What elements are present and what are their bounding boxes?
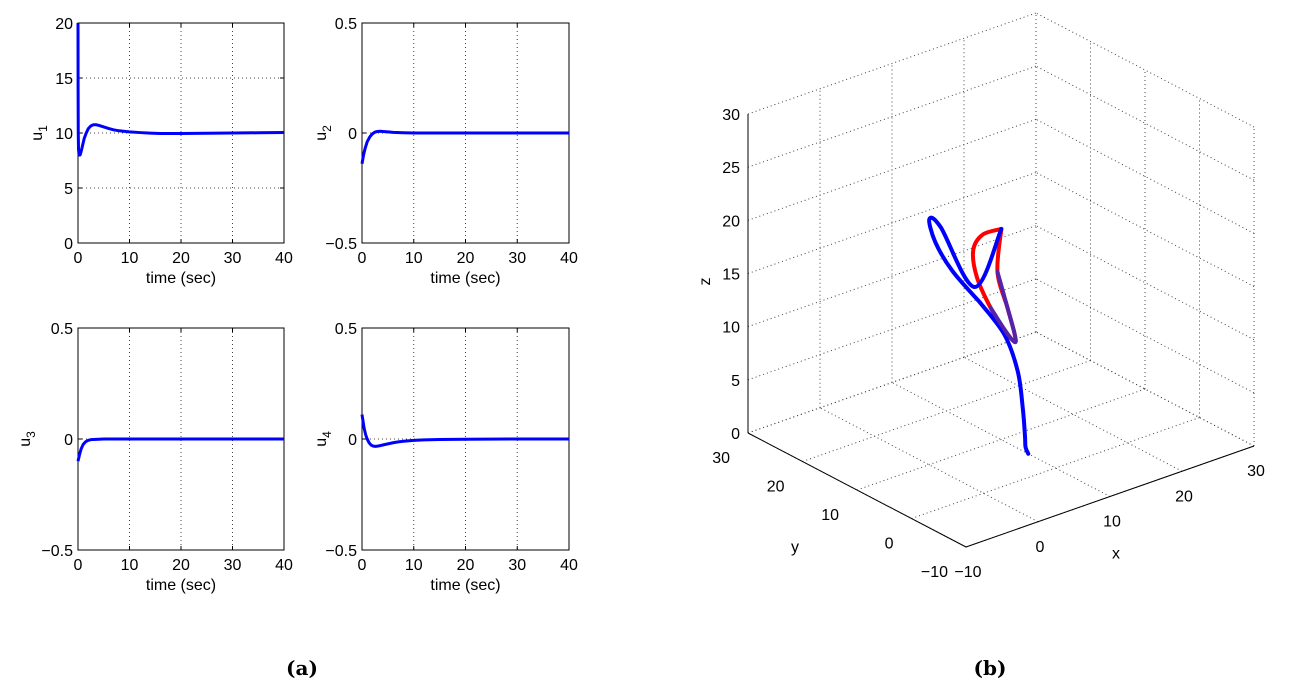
y-tick-label: 10 <box>821 507 839 524</box>
x-tick-label: 10 <box>405 250 423 267</box>
y-axis-label: y <box>791 539 799 556</box>
y-axis-line <box>747 432 967 548</box>
x-tick-label: 0 <box>74 557 83 574</box>
x-tick-label: 30 <box>508 557 526 574</box>
trajectory-3 <box>988 270 1018 345</box>
z-tick-label: 15 <box>722 267 740 284</box>
series-line-u4 <box>360 414 569 448</box>
subplot-u1: 0 10 20 30 40 0 5 10 15 20 time (sec) u1 <box>29 16 293 287</box>
y-tick-label: −0.5 <box>41 543 73 560</box>
z-tick-label: 25 <box>722 160 740 177</box>
y-axis-label: u2 <box>313 125 334 141</box>
y-tick-label: 0 <box>64 236 73 253</box>
grid-line <box>1035 225 1255 341</box>
x-tick-label: 30 <box>224 557 242 574</box>
grid-line <box>747 65 1037 168</box>
x-tick-label: 10 <box>121 250 139 267</box>
z-tick-label: 0 <box>731 426 740 443</box>
grid-line <box>747 12 1037 115</box>
grid-line <box>747 225 1037 328</box>
z-tick-label: 5 <box>731 373 740 390</box>
x-axis-label: time (sec) <box>146 577 216 594</box>
x-axis-label: time (sec) <box>146 270 216 287</box>
x-tick-label: 20 <box>457 557 475 574</box>
y-tick-label: −0.5 <box>325 543 357 560</box>
caption-b: (b) <box>974 656 1007 680</box>
x-axis-line <box>965 445 1255 548</box>
y-tick-label: 0 <box>348 126 357 143</box>
x-axis-label: time (sec) <box>430 577 500 594</box>
z-axis-label: z <box>697 278 714 286</box>
z-tick-label: 20 <box>722 213 740 230</box>
grid-line <box>747 118 1037 221</box>
y-axis-label: u1 <box>29 125 50 141</box>
y-axis-label: u4 <box>313 431 334 447</box>
x-tick-label: 0 <box>74 250 83 267</box>
y-tick-label: 0 <box>348 432 357 449</box>
x-tick-label: 20 <box>457 250 475 267</box>
y-tick-label: 15 <box>55 71 73 88</box>
x-tick-label: 20 <box>172 557 190 574</box>
x-tick-label: 30 <box>1247 463 1265 480</box>
series-line-u1 <box>76 22 285 157</box>
x-tick-label: 20 <box>1175 488 1193 505</box>
y-tick-label: 10 <box>55 126 73 143</box>
x-axis-label: time (sec) <box>430 270 500 287</box>
grid-line <box>747 331 1037 434</box>
y-tick-label: 20 <box>767 479 785 496</box>
caption-a: (a) <box>286 656 318 680</box>
grid-line <box>911 417 1200 519</box>
x-tick-label: 10 <box>405 557 423 574</box>
grid-line <box>856 388 1146 491</box>
y-tick-label: −10 <box>921 564 948 581</box>
x-tick-label: 0 <box>358 557 367 574</box>
series-line-u2 <box>360 129 569 165</box>
grid-line <box>747 172 1037 274</box>
grid-line <box>1035 12 1255 128</box>
z-tick-label: 10 <box>722 320 740 337</box>
y-axis-label: u3 <box>17 431 38 447</box>
x-tick-label: 0 <box>358 250 367 267</box>
grid-line <box>1035 278 1255 394</box>
grid-line <box>1035 65 1255 181</box>
x-tick-label: 0 <box>1036 539 1045 556</box>
z-tick-label: 30 <box>722 107 740 124</box>
trajectory-1 <box>977 300 1031 456</box>
trajectory-2 <box>927 215 1004 305</box>
x-tick-label: 30 <box>224 250 242 267</box>
y-tick-label: 0 <box>885 536 894 553</box>
x-axis-label: x <box>1112 546 1120 563</box>
x-tick-label: 40 <box>275 557 293 574</box>
x-tick-label: 10 <box>1103 514 1121 531</box>
series-line-u3 <box>76 437 284 462</box>
x-tick-label: 40 <box>275 250 293 267</box>
y-tick-label: 30 <box>712 450 730 467</box>
y-tick-label: 0.5 <box>51 321 73 338</box>
x-tick-label: 40 <box>560 250 578 267</box>
x-tick-label: 30 <box>508 250 526 267</box>
grid-line <box>802 360 1091 462</box>
x-tick-label: −10 <box>954 564 981 581</box>
y-tick-label: 0.5 <box>335 16 357 33</box>
x-tick-label: 40 <box>560 557 578 574</box>
x-tick-label: 10 <box>121 557 139 574</box>
grid-line <box>1035 172 1255 287</box>
grid-line <box>747 278 1037 381</box>
subplots-a: 0 10 20 30 40 0 5 10 15 20 time (sec) u1 0 10 20 30 40 −0… <box>17 16 578 594</box>
y-tick-label: 5 <box>64 181 73 198</box>
y-tick-label: −0.5 <box>325 236 357 253</box>
y-tick-label: 0.5 <box>335 321 357 338</box>
y-tick-label: 0 <box>64 432 73 449</box>
x-tick-label: 20 <box>172 250 190 267</box>
y-tick-label: 20 <box>55 16 73 33</box>
